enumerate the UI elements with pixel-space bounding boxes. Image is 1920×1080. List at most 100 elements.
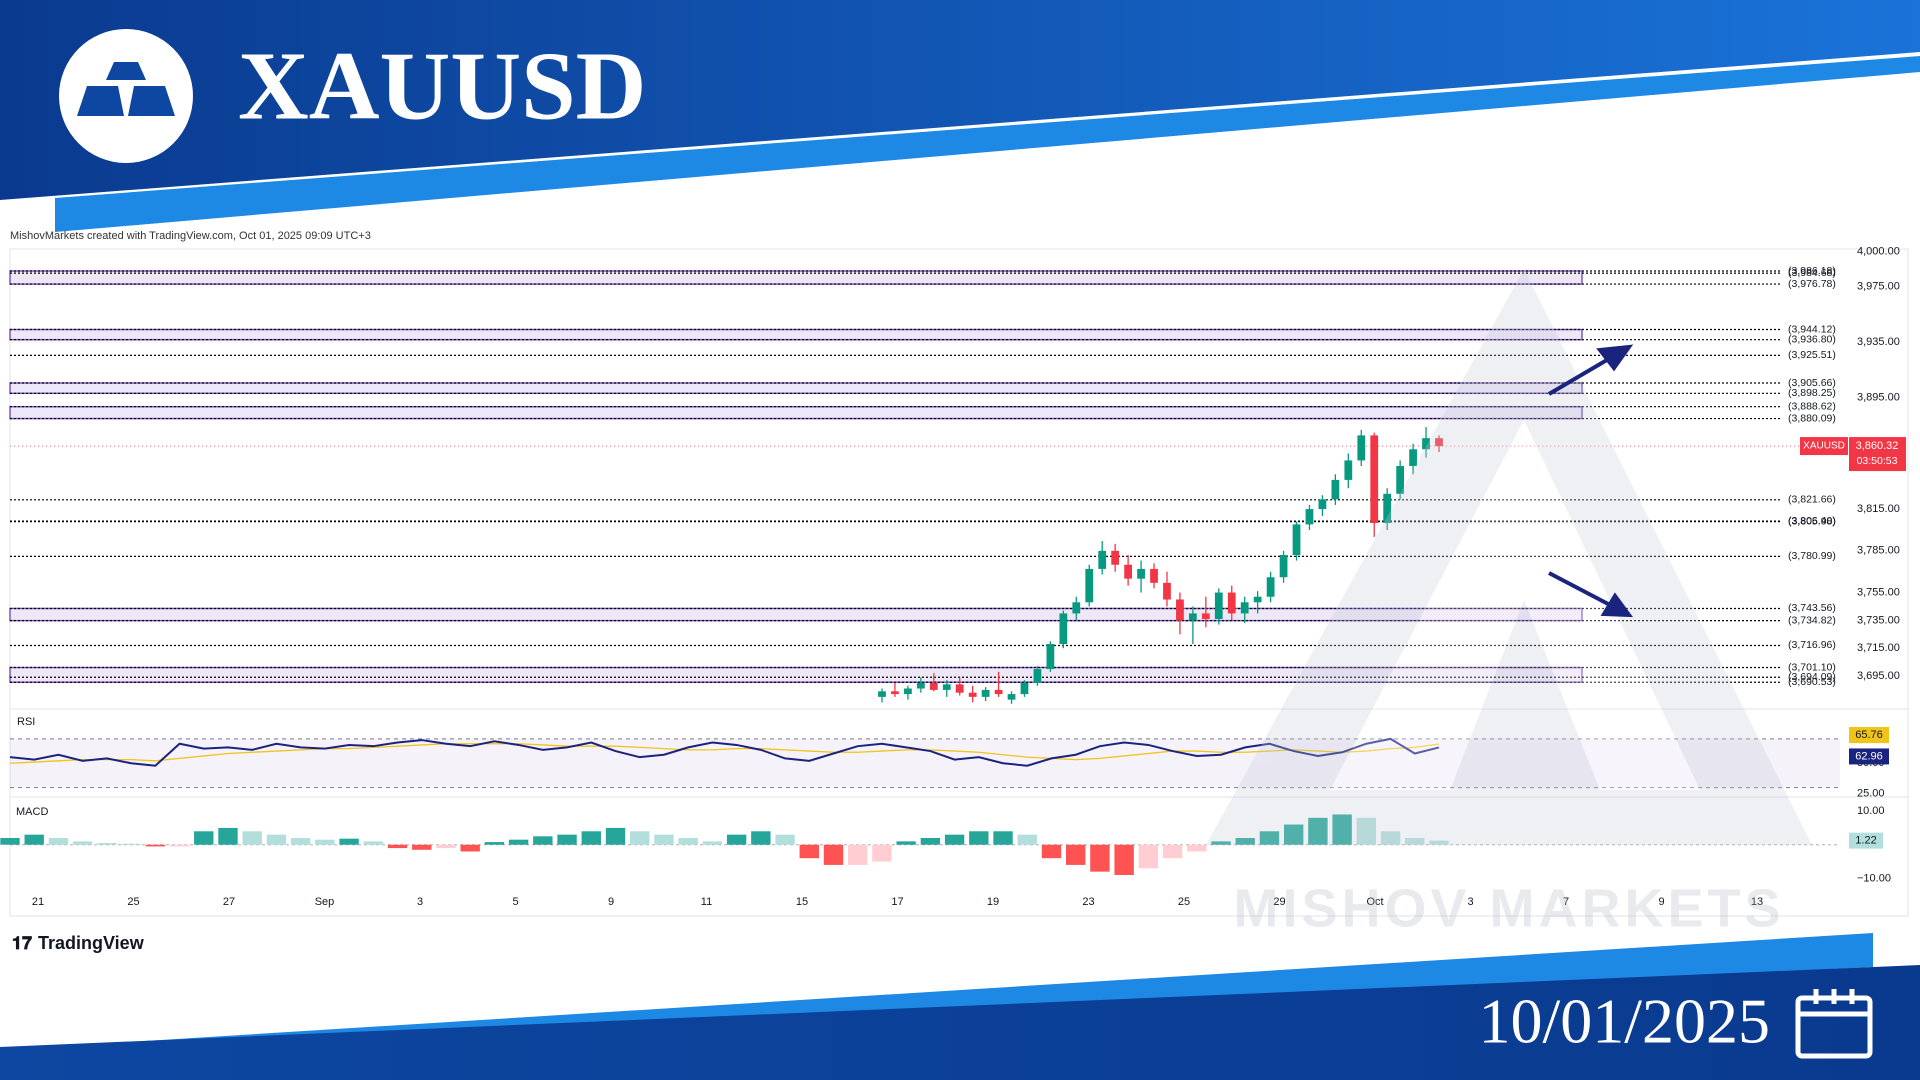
x-tick-label: 3 (417, 896, 423, 908)
macd-bar (339, 838, 359, 845)
watermark-cutout (1330, 420, 1700, 790)
macd-bar (266, 834, 287, 845)
candle-body (981, 689, 990, 697)
level-label: (3,716.96) (1788, 639, 1836, 651)
x-tick-label: 25 (1178, 896, 1190, 908)
arrow-head (1600, 592, 1634, 618)
macd-bar (460, 844, 480, 852)
price-tag-text: 3,860.32 (1856, 440, 1899, 452)
zone (9, 328, 1583, 341)
macd-bar (1429, 840, 1449, 845)
macd-bar (1187, 844, 1207, 852)
macd-bar (412, 844, 432, 850)
candle-body (1214, 592, 1223, 619)
y-tick-label: 3,935.00 (1857, 336, 1900, 348)
candle-body (1383, 493, 1392, 524)
macd-bar (726, 834, 747, 845)
header-stripe (55, 56, 1920, 232)
macd-bar (72, 841, 93, 845)
macd-bar (48, 838, 69, 845)
value-tag (1849, 727, 1889, 744)
x-tick-label: 7 (1563, 896, 1569, 908)
brand-icon: 𝟏𝟕 (12, 933, 32, 953)
macd-bar (242, 831, 262, 845)
candle-body (1111, 550, 1120, 565)
x-tick-label: 13 (1751, 896, 1763, 908)
candle-body (1253, 596, 1262, 603)
x-tick-label: 3 (1467, 896, 1473, 908)
level-label: (3,701.10) (1788, 661, 1836, 673)
y-tick-label: 3,695.00 (1857, 670, 1900, 682)
watermark: MISHOV MARKETS (1206, 269, 1812, 938)
macd-bar (654, 834, 674, 845)
price-tag (1849, 437, 1906, 472)
candle-body (1331, 479, 1340, 500)
candle-body (1137, 568, 1145, 579)
candle-body (1033, 669, 1042, 683)
y-tick-label: 10.00 (1857, 805, 1885, 817)
level-label: (3,690.53) (1788, 676, 1836, 688)
candle-body (968, 692, 977, 697)
candle-body (1292, 524, 1301, 555)
level-label: (3,936.80) (1788, 333, 1836, 345)
candle-body (916, 682, 925, 689)
level-label: (3,986.18) (1788, 265, 1836, 277)
macd-bar (823, 844, 844, 865)
candle-body (1201, 613, 1210, 619)
macd-bar (1380, 831, 1401, 845)
zone (9, 382, 1583, 395)
x-tick-label: 27 (223, 896, 235, 908)
rsi-band (10, 738, 1840, 788)
date: 10/01/2025 (1478, 986, 1770, 1057)
footer: 10/01/2025 (0, 933, 1920, 1080)
level-label: (3,806.40) (1788, 515, 1836, 527)
candle-body (1059, 613, 1068, 645)
macd-bar (1162, 844, 1183, 859)
y-tick-label: 3,755.00 (1857, 586, 1900, 598)
y-tick-label: 3,715.00 (1857, 642, 1900, 654)
candle-body (1098, 550, 1107, 569)
candle-body (955, 684, 964, 693)
y-tick-label: 3,975.00 (1857, 280, 1900, 292)
candle-body (1188, 613, 1197, 621)
header-band (0, 0, 1920, 200)
x-tick-label: 9 (608, 896, 614, 908)
candle-body (1085, 568, 1094, 603)
level-label: (3,888.62) (1788, 400, 1836, 412)
y-tick-label: 3,895.00 (1857, 392, 1900, 404)
level-label: (3,780.99) (1788, 550, 1836, 562)
macd-bar (1308, 817, 1328, 845)
macd-bar (896, 841, 916, 845)
x-tick-label: Sep (315, 896, 335, 908)
candle-body (891, 691, 899, 695)
macd-bar (508, 839, 529, 845)
macd-bar (1235, 838, 1255, 845)
x-tick-label: 19 (987, 896, 999, 908)
y-tick-label: 4,000.00 (1857, 246, 1900, 258)
candle-body (1370, 435, 1379, 524)
candle-body (929, 682, 938, 690)
value-tag-text: 1.22 (1855, 835, 1876, 847)
macd-bar (1114, 844, 1134, 876)
rsi-line (9, 743, 1440, 764)
x-tick-label: 29 (1273, 896, 1285, 908)
level-label: (3,905.66) (1788, 377, 1836, 389)
macd-bar (121, 843, 141, 845)
countdown-text: 03:50:53 (1857, 455, 1898, 467)
candle-body (1176, 599, 1184, 621)
symbol-tag (1800, 437, 1848, 456)
level-label: (3,694.09) (1788, 671, 1836, 683)
candle-body (1305, 509, 1314, 525)
macd-bar (290, 838, 311, 845)
macd-bar (557, 834, 577, 845)
watermark-triangle (1206, 269, 1812, 845)
watermark-text: MISHOV MARKETS (1233, 878, 1784, 938)
value-tag (1849, 832, 1883, 849)
macd-bar (1356, 817, 1377, 845)
x-tick-label: 5 (512, 896, 518, 908)
x-tick-label: 11 (701, 896, 712, 908)
candle-body (994, 689, 1003, 695)
candle-body (1344, 460, 1353, 480)
candle-body (1046, 644, 1055, 670)
